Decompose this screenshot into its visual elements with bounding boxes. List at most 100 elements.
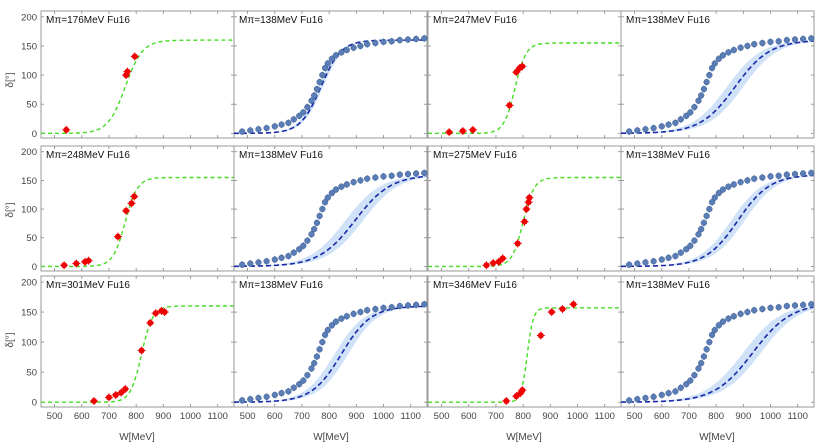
x-tick-label: 700 [294, 411, 310, 422]
experiment-point [626, 397, 633, 404]
experiment-point [683, 246, 690, 253]
experiment-point [719, 52, 727, 59]
experiment-point [708, 199, 716, 206]
experiment-point [404, 302, 412, 309]
experiment-point [650, 258, 657, 265]
experiment-point [290, 384, 297, 391]
lattice-point [161, 309, 168, 316]
experiment-point [672, 119, 679, 127]
experiment-point [642, 394, 649, 402]
experiment-point [350, 44, 357, 51]
experiment-point [357, 177, 364, 184]
experiment-point [421, 301, 428, 308]
experiment-point [308, 365, 315, 372]
experiment-point [744, 308, 751, 316]
experiment-point [350, 178, 357, 186]
experiment-point [278, 390, 285, 397]
x-tick-label: 900 [542, 411, 558, 422]
experiment-point [300, 109, 307, 116]
experiment-point [698, 92, 705, 99]
uncertainty-band [621, 175, 814, 267]
lattice-point [514, 240, 521, 247]
experiment-point [706, 205, 713, 213]
experiment-point [691, 103, 698, 111]
experiment-point [263, 258, 270, 265]
experiment-point [706, 71, 713, 79]
experiment-point [321, 331, 329, 339]
experiment-point [304, 237, 311, 244]
lattice-point [118, 389, 125, 396]
experiment-point [687, 377, 694, 384]
experiment-point [626, 128, 633, 135]
experiment-point [372, 305, 379, 313]
experiment-point [665, 390, 672, 397]
lattice-point [147, 319, 154, 326]
experiment-point [328, 55, 336, 62]
experiment-point [313, 85, 321, 93]
experiment-point [708, 64, 716, 72]
experiment-point [744, 177, 751, 184]
panel-grid: 0 50 100 150 200 Mπ=176MeV Fu16 Mπ=138MeV Fu16… [21, 10, 815, 422]
experiment-point [311, 225, 318, 233]
y-tick-label: 100 [21, 205, 37, 216]
panel-4: Mπ=138MeV Fu16 [620, 10, 815, 139]
experiment-point [388, 38, 395, 45]
lattice-point [61, 262, 68, 269]
y-tick-label: 50 [26, 100, 37, 111]
x-tick-label: 1100 [594, 411, 614, 422]
experiment-point [285, 252, 292, 260]
experiment-point [308, 97, 315, 104]
experiment-point [290, 116, 297, 123]
experiment-point [328, 189, 336, 197]
experiment-point [319, 338, 326, 346]
panel-2: Mπ=138MeV Fu16 [233, 10, 428, 139]
experiment-point [404, 170, 412, 178]
experiment-point [737, 178, 744, 186]
experiment-point [421, 35, 428, 42]
experiment-point [672, 388, 679, 395]
experiment-point [338, 49, 345, 56]
panel-title: Mπ=275MeV Fu16 [433, 150, 517, 161]
x-tick-label: 600 [267, 411, 283, 422]
y-axis-label-row-3: δ[°] [5, 332, 16, 347]
y-tick-label: 200 [21, 12, 37, 23]
panel-frame [233, 10, 428, 139]
x-tick-label: 800 [708, 411, 724, 422]
experiment-point [725, 183, 732, 190]
experiment-point [665, 121, 672, 128]
lattice-point [446, 129, 453, 136]
y-tick-label: 0 [32, 129, 37, 140]
panel-11: 500 600 700 800 900 1000 1100 Mπ=346MeV Fu16 [427, 275, 622, 422]
experiment-point [296, 381, 303, 388]
experiment-point [687, 109, 694, 116]
experiment-point [791, 302, 799, 309]
experiment-point [396, 302, 403, 310]
experiment-point [706, 338, 713, 346]
experiment-point [767, 304, 774, 311]
experiment-point [247, 260, 254, 267]
fit-curve [428, 42, 621, 134]
x-tick-label: 500 [47, 411, 63, 422]
experiment-point [271, 123, 278, 130]
panel-title: Mπ=301MeV Fu16 [46, 280, 130, 291]
panel-7: Mπ=275MeV Fu16 [427, 145, 622, 272]
x-tick-label: 900 [348, 411, 364, 422]
lattice-point [521, 218, 528, 225]
experiment-point [683, 381, 690, 388]
panel-frame [233, 275, 428, 408]
uncertainty-band [621, 305, 814, 403]
x-tick-label: 500 [627, 411, 643, 422]
x-tick-label: 1000 [567, 411, 588, 422]
extrapolation-curve [234, 305, 427, 403]
lattice-point [123, 207, 130, 214]
panel-1: 0 50 100 150 200 Mπ=176MeV Fu16 [21, 10, 235, 140]
experiment-point [737, 44, 744, 51]
y-tick-label: 100 [21, 71, 37, 82]
experiment-point [719, 318, 727, 325]
experiment-point [658, 391, 665, 399]
x-tick-label: 800 [128, 411, 144, 422]
panel-title: Mπ=247MeV Fu16 [433, 15, 517, 26]
experiment-point [634, 127, 641, 134]
y-axis-label-row-2: δ[°] [5, 202, 16, 217]
panel-title: Mπ=138MeV Fu16 [626, 280, 710, 291]
